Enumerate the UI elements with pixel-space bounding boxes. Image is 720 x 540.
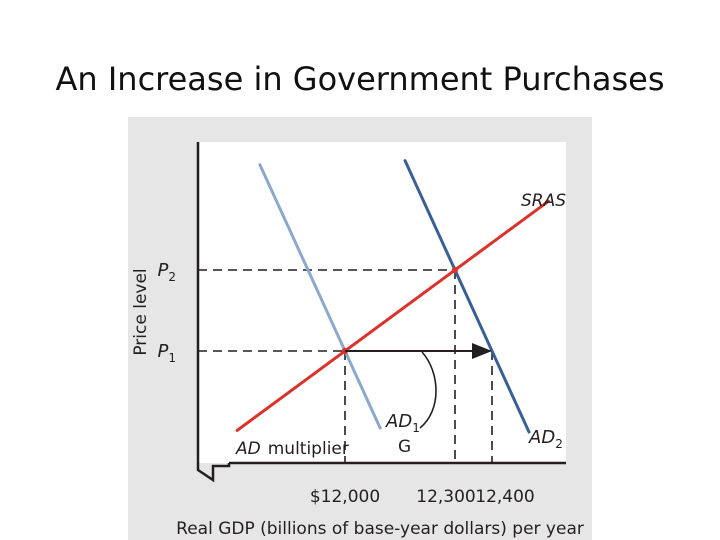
equilibrium-point-2 — [451, 266, 459, 274]
y-tick-label-p2: P2 — [158, 260, 177, 284]
x-tick-label-12300: 12,300 — [416, 487, 475, 507]
y-tick-label-p1: P1 — [158, 341, 177, 365]
multiplier-bracket — [419, 351, 437, 429]
g-label: G — [398, 437, 411, 457]
x-tick-label-12000: $12,000 — [310, 487, 380, 507]
plot-area — [198, 142, 566, 463]
guide-lines — [198, 269, 493, 463]
y-axis-title: Price level — [131, 268, 151, 355]
x-tick-label-12400: 12,400 — [475, 487, 534, 507]
ad2-label: AD2 — [528, 427, 563, 451]
curves — [235, 159, 550, 434]
ad1-curve — [258, 163, 382, 430]
sras-curve — [235, 199, 550, 432]
sras-label: SRAS — [521, 191, 566, 211]
ad2-curve — [403, 159, 531, 434]
ad1-label: AD1 — [385, 411, 420, 435]
ad-multiplier-label: AD multiplier — [235, 439, 349, 459]
axis-break-symbol — [196, 463, 231, 483]
slide-title: An Increase in Government Purchases — [55, 60, 665, 98]
x-axis-title: Real GDP (billions of base-year dollars)… — [176, 519, 584, 539]
